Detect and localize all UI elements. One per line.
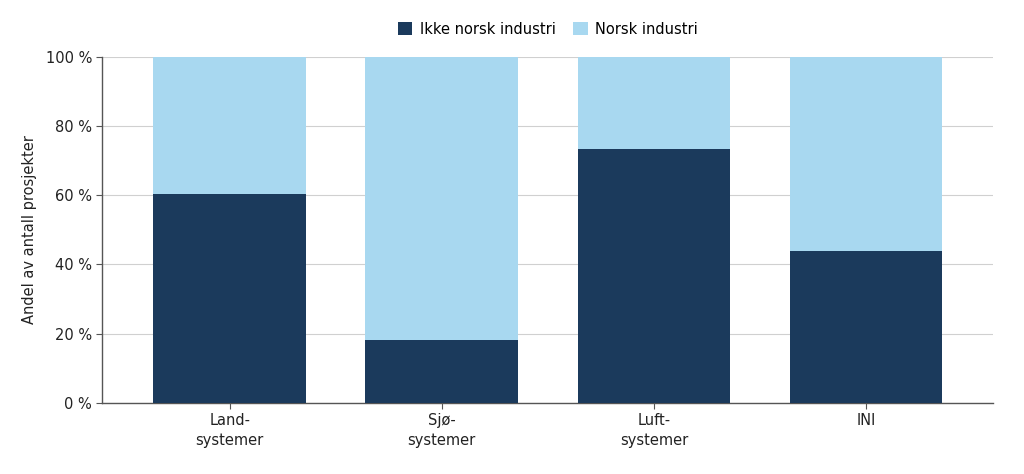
Legend: Ikke norsk industri, Norsk industri: Ikke norsk industri, Norsk industri <box>392 16 703 42</box>
Bar <box>154 57 306 193</box>
Bar <box>790 251 942 403</box>
Y-axis label: Andel av antall prosjekter: Andel av antall prosjekter <box>23 136 37 324</box>
Bar <box>154 193 306 403</box>
Bar <box>366 57 518 340</box>
Bar <box>578 149 730 403</box>
Bar <box>366 340 518 403</box>
Bar <box>578 57 730 149</box>
Bar <box>790 57 942 251</box>
